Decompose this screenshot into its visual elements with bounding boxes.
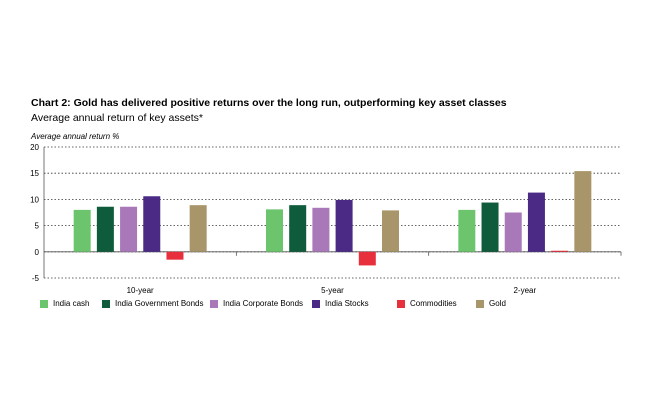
legend-item: India Corporate Bonds bbox=[210, 299, 303, 308]
y-axis-label: Average annual return % bbox=[31, 132, 120, 141]
bar bbox=[73, 209, 91, 252]
legend-label: Gold bbox=[489, 299, 506, 308]
legend-label: India Stocks bbox=[325, 299, 369, 308]
legend-label: Commodities bbox=[410, 299, 457, 308]
bar bbox=[143, 196, 161, 252]
y-tick-label: 0 bbox=[35, 248, 40, 257]
bar bbox=[120, 206, 138, 252]
bar bbox=[166, 251, 184, 260]
x-tick-label: 10-year bbox=[127, 286, 154, 295]
legend-label: India cash bbox=[53, 299, 90, 308]
legend-item: Commodities bbox=[397, 299, 457, 308]
bar bbox=[266, 209, 283, 252]
bar bbox=[458, 209, 476, 252]
chart-title: Chart 2: Gold has delivered positive ret… bbox=[31, 97, 507, 109]
bar bbox=[335, 199, 353, 252]
x-tick-label: 5-year bbox=[321, 286, 344, 295]
y-tick-label: 15 bbox=[30, 169, 39, 178]
legend-swatch bbox=[312, 299, 320, 308]
bar bbox=[189, 205, 207, 252]
bar bbox=[481, 202, 499, 252]
legend-item: India Stocks bbox=[312, 299, 369, 308]
y-tick-label: 10 bbox=[30, 195, 39, 204]
legend-item: Gold bbox=[476, 299, 506, 308]
legend-swatch bbox=[102, 299, 110, 308]
bar bbox=[574, 171, 592, 252]
legend-swatch bbox=[476, 299, 484, 308]
y-tick-label: -5 bbox=[32, 274, 40, 283]
legend-label: India Government Bonds bbox=[115, 299, 204, 308]
y-tick-label: 20 bbox=[30, 143, 39, 152]
chart-subtitle: Average annual return of key assets* bbox=[31, 112, 203, 124]
legend-swatch bbox=[397, 299, 405, 308]
bar bbox=[504, 212, 522, 252]
x-tick-label: 2-year bbox=[513, 286, 536, 295]
y-tick-label: 5 bbox=[35, 222, 40, 231]
legend-item: India Government Bonds bbox=[102, 299, 204, 308]
bar bbox=[382, 210, 399, 252]
legend-swatch bbox=[210, 299, 218, 308]
legend-label: India Corporate Bonds bbox=[223, 299, 304, 308]
bar bbox=[551, 250, 569, 252]
legend-item: India cash bbox=[40, 299, 89, 308]
bar bbox=[527, 192, 545, 252]
bar bbox=[96, 206, 114, 252]
bar bbox=[358, 251, 376, 266]
legend-swatch bbox=[40, 299, 48, 308]
bar bbox=[312, 207, 330, 252]
bar bbox=[289, 205, 307, 252]
